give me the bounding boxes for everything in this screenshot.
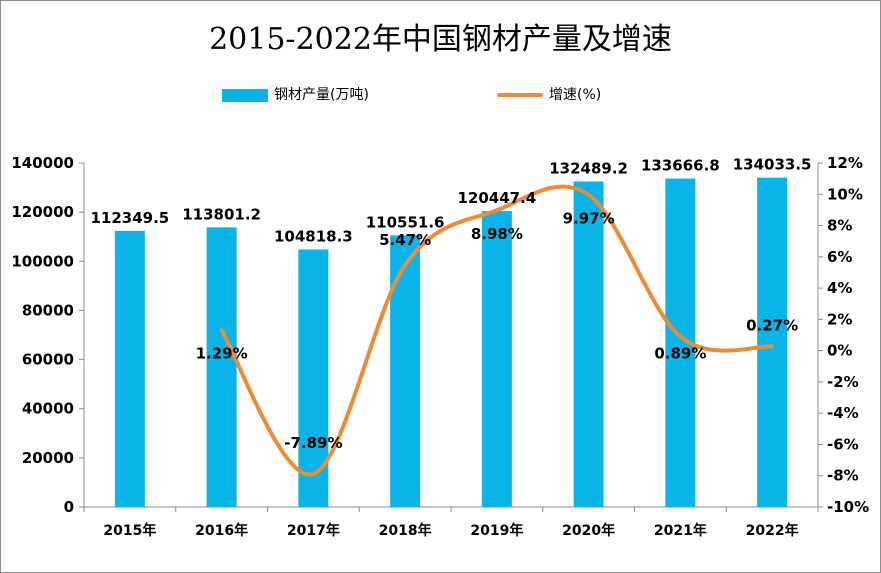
right-axis-tick-label: -2% bbox=[827, 373, 859, 391]
right-axis-tick-label: -8% bbox=[827, 467, 859, 485]
right-axis-tick-label: 10% bbox=[827, 185, 863, 203]
x-axis-tick-label: 2021年 bbox=[654, 522, 707, 539]
bar bbox=[298, 249, 329, 507]
x-axis-tick-label: 2017年 bbox=[287, 522, 340, 539]
right-axis-tick-label: 12% bbox=[827, 154, 863, 172]
bar-data-label: 112349.5 bbox=[90, 209, 169, 227]
bar bbox=[390, 235, 421, 507]
right-axis-tick-label: -10% bbox=[827, 498, 869, 516]
bar bbox=[757, 177, 788, 508]
line-data-label: -7.89% bbox=[284, 434, 342, 452]
left-axis-tick-label: 40000 bbox=[22, 400, 74, 418]
right-axis-tick-label: 8% bbox=[827, 217, 852, 235]
x-axis-tick-label: 2016年 bbox=[195, 522, 248, 539]
right-axis-tick-label: 0% bbox=[827, 342, 852, 360]
growth-line bbox=[219, 184, 775, 477]
right-axis-tick-label: -6% bbox=[827, 435, 859, 453]
bar-data-label: 104818.3 bbox=[274, 227, 353, 245]
bar-data-label: 132489.2 bbox=[549, 159, 628, 177]
bar bbox=[206, 227, 237, 507]
left-axis-tick-label: 120000 bbox=[11, 203, 74, 221]
bar bbox=[573, 181, 604, 507]
left-axis-tick-label: 100000 bbox=[11, 252, 74, 270]
bar-data-label: 120447.4 bbox=[457, 189, 536, 207]
bar bbox=[114, 230, 145, 507]
x-axis-tick-label: 2020年 bbox=[562, 522, 615, 539]
legend-label-growth: 增速(%) bbox=[549, 87, 602, 103]
bar-data-label: 133666.8 bbox=[641, 157, 720, 175]
bar-data-label: 110551.6 bbox=[366, 213, 445, 231]
x-axis-tick-label: 2019年 bbox=[470, 522, 523, 539]
left-axis-tick-label: 60000 bbox=[22, 351, 74, 369]
line-data-label: 0.89% bbox=[654, 345, 706, 363]
right-axis-tick-label: -4% bbox=[827, 404, 859, 422]
left-axis-tick-label: 140000 bbox=[11, 154, 74, 172]
line-data-label: 1.29% bbox=[196, 344, 248, 362]
left-axis-tick-label: 0 bbox=[64, 498, 74, 516]
line-data-label: 5.47% bbox=[379, 231, 431, 249]
left-axis-tick-label: 80000 bbox=[22, 301, 74, 319]
chart-title: 2015-2022年中国钢材产量及增速 bbox=[209, 22, 672, 57]
legend-bar-swatch bbox=[222, 88, 268, 102]
legend-item-growth: 增速(%) bbox=[497, 84, 601, 104]
legend-item-production: 钢材产量(万吨) bbox=[222, 84, 369, 104]
legend-label-production: 钢材产量(万吨) bbox=[274, 87, 369, 103]
x-axis-tick-label: 2018年 bbox=[379, 522, 432, 539]
x-axis-tick-label: 2022年 bbox=[746, 522, 799, 539]
line-data-label: 0.27% bbox=[746, 316, 798, 334]
bar bbox=[481, 211, 512, 508]
x-axis-tick-label: 2015年 bbox=[103, 522, 156, 539]
line-data-label: 8.98% bbox=[471, 225, 523, 243]
line-data-label: 9.97% bbox=[563, 210, 615, 228]
right-axis-tick-label: 4% bbox=[827, 279, 852, 297]
bar-data-label: 134033.5 bbox=[733, 156, 812, 174]
right-axis-tick-label: 6% bbox=[827, 248, 852, 266]
right-axis-tick-label: 2% bbox=[827, 310, 852, 328]
legend-line-swatch bbox=[497, 93, 543, 97]
left-axis-tick-label: 20000 bbox=[22, 449, 74, 467]
bar-data-label: 113801.2 bbox=[182, 205, 261, 223]
